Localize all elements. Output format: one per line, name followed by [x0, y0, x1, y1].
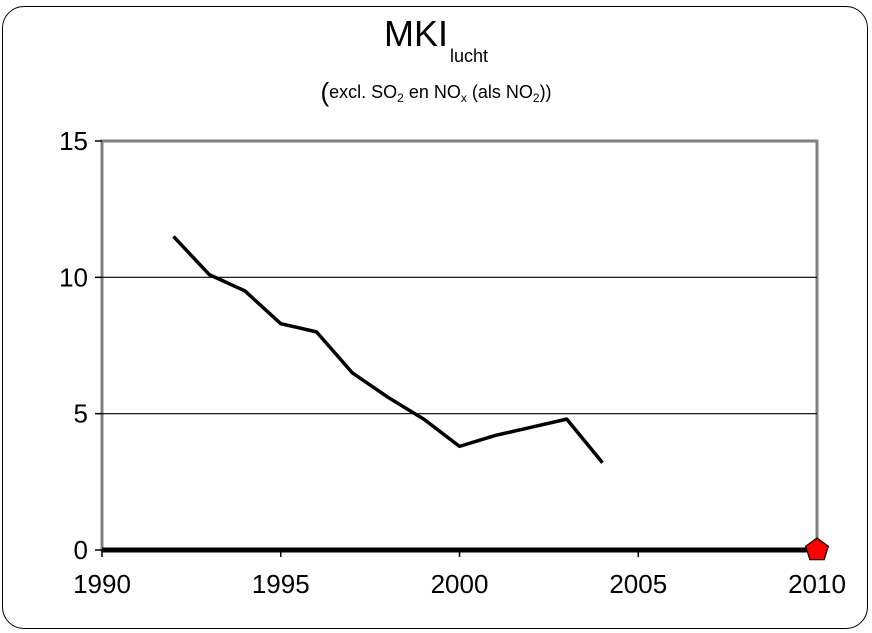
x-tick-label: 2005	[609, 569, 667, 599]
y-tick-label: 15	[59, 126, 88, 156]
x-tick-label: 2010	[788, 569, 846, 599]
subtitle-text-3: (als NO	[466, 82, 533, 102]
x-tick-label: 1990	[73, 569, 131, 599]
subtitle-sub-3: 2	[532, 91, 540, 105]
chart-title: MKIlucht	[0, 14, 872, 76]
x-tick-label: 2000	[431, 569, 489, 599]
target-marker	[804, 537, 830, 561]
x-tick-label: 1995	[252, 569, 310, 599]
chart-subtitle: (excl. SO2 en NOx (als NO2))	[0, 77, 872, 110]
subtitle-text-2: en NO	[403, 82, 461, 102]
series-line-0	[172, 235, 604, 464]
chart-title-main: MKI	[383, 13, 448, 54]
subtitle-text-1: excl. SO	[329, 82, 398, 102]
subtitle-text-4: ))	[539, 82, 552, 102]
subtitle-sub-1: 2	[397, 91, 404, 105]
chart-frame	[2, 6, 868, 629]
chart-title-subscript: lucht	[449, 46, 489, 66]
plot-area-border	[100, 139, 819, 552]
y-tick-label: 10	[59, 262, 88, 292]
subtitle-sub-2: x	[460, 91, 467, 105]
subtitle-open-paren: (	[320, 77, 330, 107]
y-tick-label: 0	[74, 535, 88, 565]
y-tick-label: 5	[74, 399, 88, 429]
